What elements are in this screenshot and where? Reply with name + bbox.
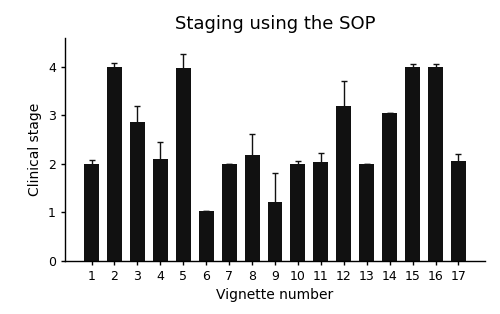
Bar — [84, 164, 99, 261]
Bar — [405, 67, 420, 261]
Y-axis label: Clinical stage: Clinical stage — [28, 103, 42, 196]
Bar — [360, 164, 374, 261]
Title: Staging using the SOP: Staging using the SOP — [175, 15, 375, 33]
Bar — [290, 164, 306, 261]
Bar — [107, 67, 122, 261]
Bar — [382, 113, 397, 261]
Bar — [314, 162, 328, 261]
Bar — [268, 203, 282, 261]
X-axis label: Vignette number: Vignette number — [216, 288, 334, 302]
Bar — [451, 161, 466, 261]
Bar — [428, 67, 443, 261]
Bar — [336, 106, 351, 261]
Bar — [222, 164, 236, 261]
Bar — [244, 155, 260, 261]
Bar — [199, 211, 214, 261]
Bar — [176, 68, 190, 261]
Bar — [130, 122, 145, 261]
Bar — [153, 159, 168, 261]
